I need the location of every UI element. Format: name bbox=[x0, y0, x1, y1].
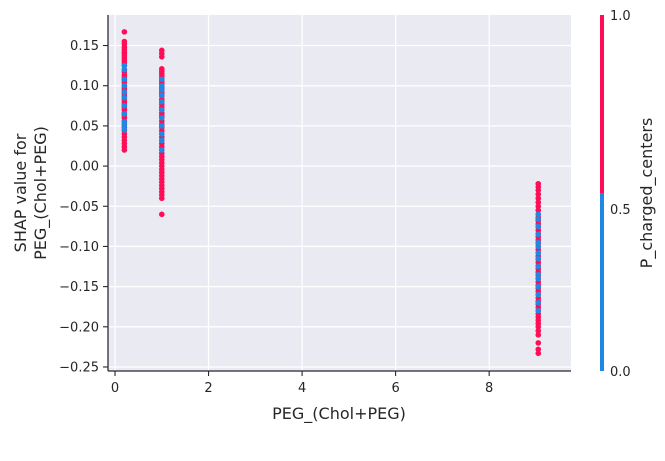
scatter-point-low bbox=[535, 275, 542, 282]
scatter-point-low bbox=[535, 299, 542, 306]
scatter-point-low bbox=[158, 92, 165, 99]
y-tick-label: 0.15 bbox=[70, 39, 99, 54]
scatter-point-high bbox=[535, 195, 542, 202]
y-axis-label-line-1: SHAP value for bbox=[11, 133, 30, 252]
y-axis-ticks: 0.15 0.10 0.05 0.00 −0.05 −0.10 −0.15 −0.20 −0.2… bbox=[59, 39, 108, 375]
x-tick-label: 6 bbox=[391, 381, 399, 396]
scatter-point-high bbox=[158, 53, 165, 60]
plot-area bbox=[108, 15, 571, 371]
scatter-point-low bbox=[158, 98, 165, 105]
scatter-point-low bbox=[535, 250, 542, 256]
scatter-point-low bbox=[121, 62, 128, 69]
scatter-point-high bbox=[535, 340, 542, 346]
scatter-point-low bbox=[535, 231, 542, 238]
scatter-point-low bbox=[535, 283, 542, 290]
scatter-point-high bbox=[121, 147, 128, 153]
scatter-point-low bbox=[121, 82, 128, 89]
scatter-point-low bbox=[121, 111, 128, 117]
x-tick-label: 4 bbox=[298, 381, 306, 396]
scatter-point-low bbox=[121, 119, 128, 125]
scatter-point-low bbox=[158, 76, 165, 83]
y-tick-label: 0.05 bbox=[70, 119, 99, 134]
scatter-point-high bbox=[535, 350, 542, 357]
colorbar-tick-high: 1.0 bbox=[610, 9, 631, 24]
y-tick-label: −0.10 bbox=[59, 240, 99, 255]
scatter-point-low bbox=[121, 103, 128, 109]
colorbar-tick-mid: 0.5 bbox=[610, 203, 631, 218]
scatter-point-high bbox=[535, 187, 542, 193]
scatter-point-high bbox=[535, 207, 542, 214]
x-tick-label: 8 bbox=[485, 381, 493, 396]
scatter-point-high bbox=[535, 332, 542, 338]
scatter-point-high bbox=[121, 29, 128, 35]
x-axis-label: PEG_(Chol+PEG) bbox=[272, 404, 406, 424]
scatter-point-low bbox=[121, 76, 128, 83]
y-axis-label-line-2: PEG_(Chol+PEG) bbox=[31, 126, 51, 260]
scatter-point-low bbox=[535, 243, 542, 250]
x-tick-label: 2 bbox=[204, 381, 212, 396]
scatter-point-low bbox=[121, 89, 128, 95]
scatter-point-low bbox=[121, 66, 128, 73]
scatter-point-low bbox=[535, 271, 542, 278]
y-tick-label: −0.15 bbox=[59, 280, 99, 295]
x-tick-label: 0 bbox=[111, 381, 119, 396]
scatter-point-low bbox=[121, 123, 128, 129]
scatter-point-low bbox=[535, 291, 542, 298]
grid-lines bbox=[108, 15, 571, 371]
scatter-point-low bbox=[535, 216, 542, 222]
scatter-point-high bbox=[535, 199, 542, 206]
scatter-point-low bbox=[158, 82, 165, 89]
scatter-point-high bbox=[535, 203, 542, 210]
scatter-point-high bbox=[158, 211, 165, 218]
y-tick-label: 0.10 bbox=[70, 79, 99, 94]
scatter-point-high bbox=[535, 328, 542, 334]
scatter-point-low bbox=[158, 147, 165, 153]
colorbar: 1.0 0.5 0.0 P_charged_centers bbox=[600, 9, 657, 380]
y-tick-label: 0.00 bbox=[70, 160, 99, 175]
scatter-point-low bbox=[158, 123, 165, 129]
scatter-points bbox=[121, 29, 542, 357]
scatter-point-low bbox=[535, 263, 542, 270]
scatter-point-high bbox=[535, 191, 542, 198]
scatter-point-low bbox=[158, 86, 165, 93]
scatter-point-high bbox=[535, 346, 542, 353]
scatter-point-high bbox=[535, 324, 542, 330]
x-axis-ticks: 0 2 4 6 8 bbox=[111, 371, 493, 396]
scatter-point-low bbox=[535, 255, 542, 262]
scatter-point-low bbox=[535, 307, 542, 314]
scatter-point-low bbox=[158, 115, 165, 121]
colorbar-bar bbox=[600, 15, 604, 371]
y-axis-label-group: SHAP value for PEG_(Chol+PEG) bbox=[11, 126, 51, 260]
scatter-point-low bbox=[158, 137, 165, 144]
scatter-point-high bbox=[158, 195, 165, 202]
scatter-point-low bbox=[121, 127, 128, 133]
scatter-point-low bbox=[535, 239, 542, 246]
scatter-point-low bbox=[158, 131, 165, 137]
colorbar-label: P_charged_centers bbox=[637, 118, 657, 269]
y-tick-label: −0.05 bbox=[59, 200, 99, 215]
y-tick-label: −0.20 bbox=[59, 320, 99, 335]
colorbar-tick-low: 0.0 bbox=[610, 365, 631, 380]
scatter-point-low bbox=[535, 211, 542, 218]
scatter-point-low bbox=[121, 94, 128, 101]
scatter-point-low bbox=[535, 223, 542, 230]
scatter-point-low bbox=[158, 107, 165, 113]
y-tick-label: −0.25 bbox=[59, 360, 99, 375]
